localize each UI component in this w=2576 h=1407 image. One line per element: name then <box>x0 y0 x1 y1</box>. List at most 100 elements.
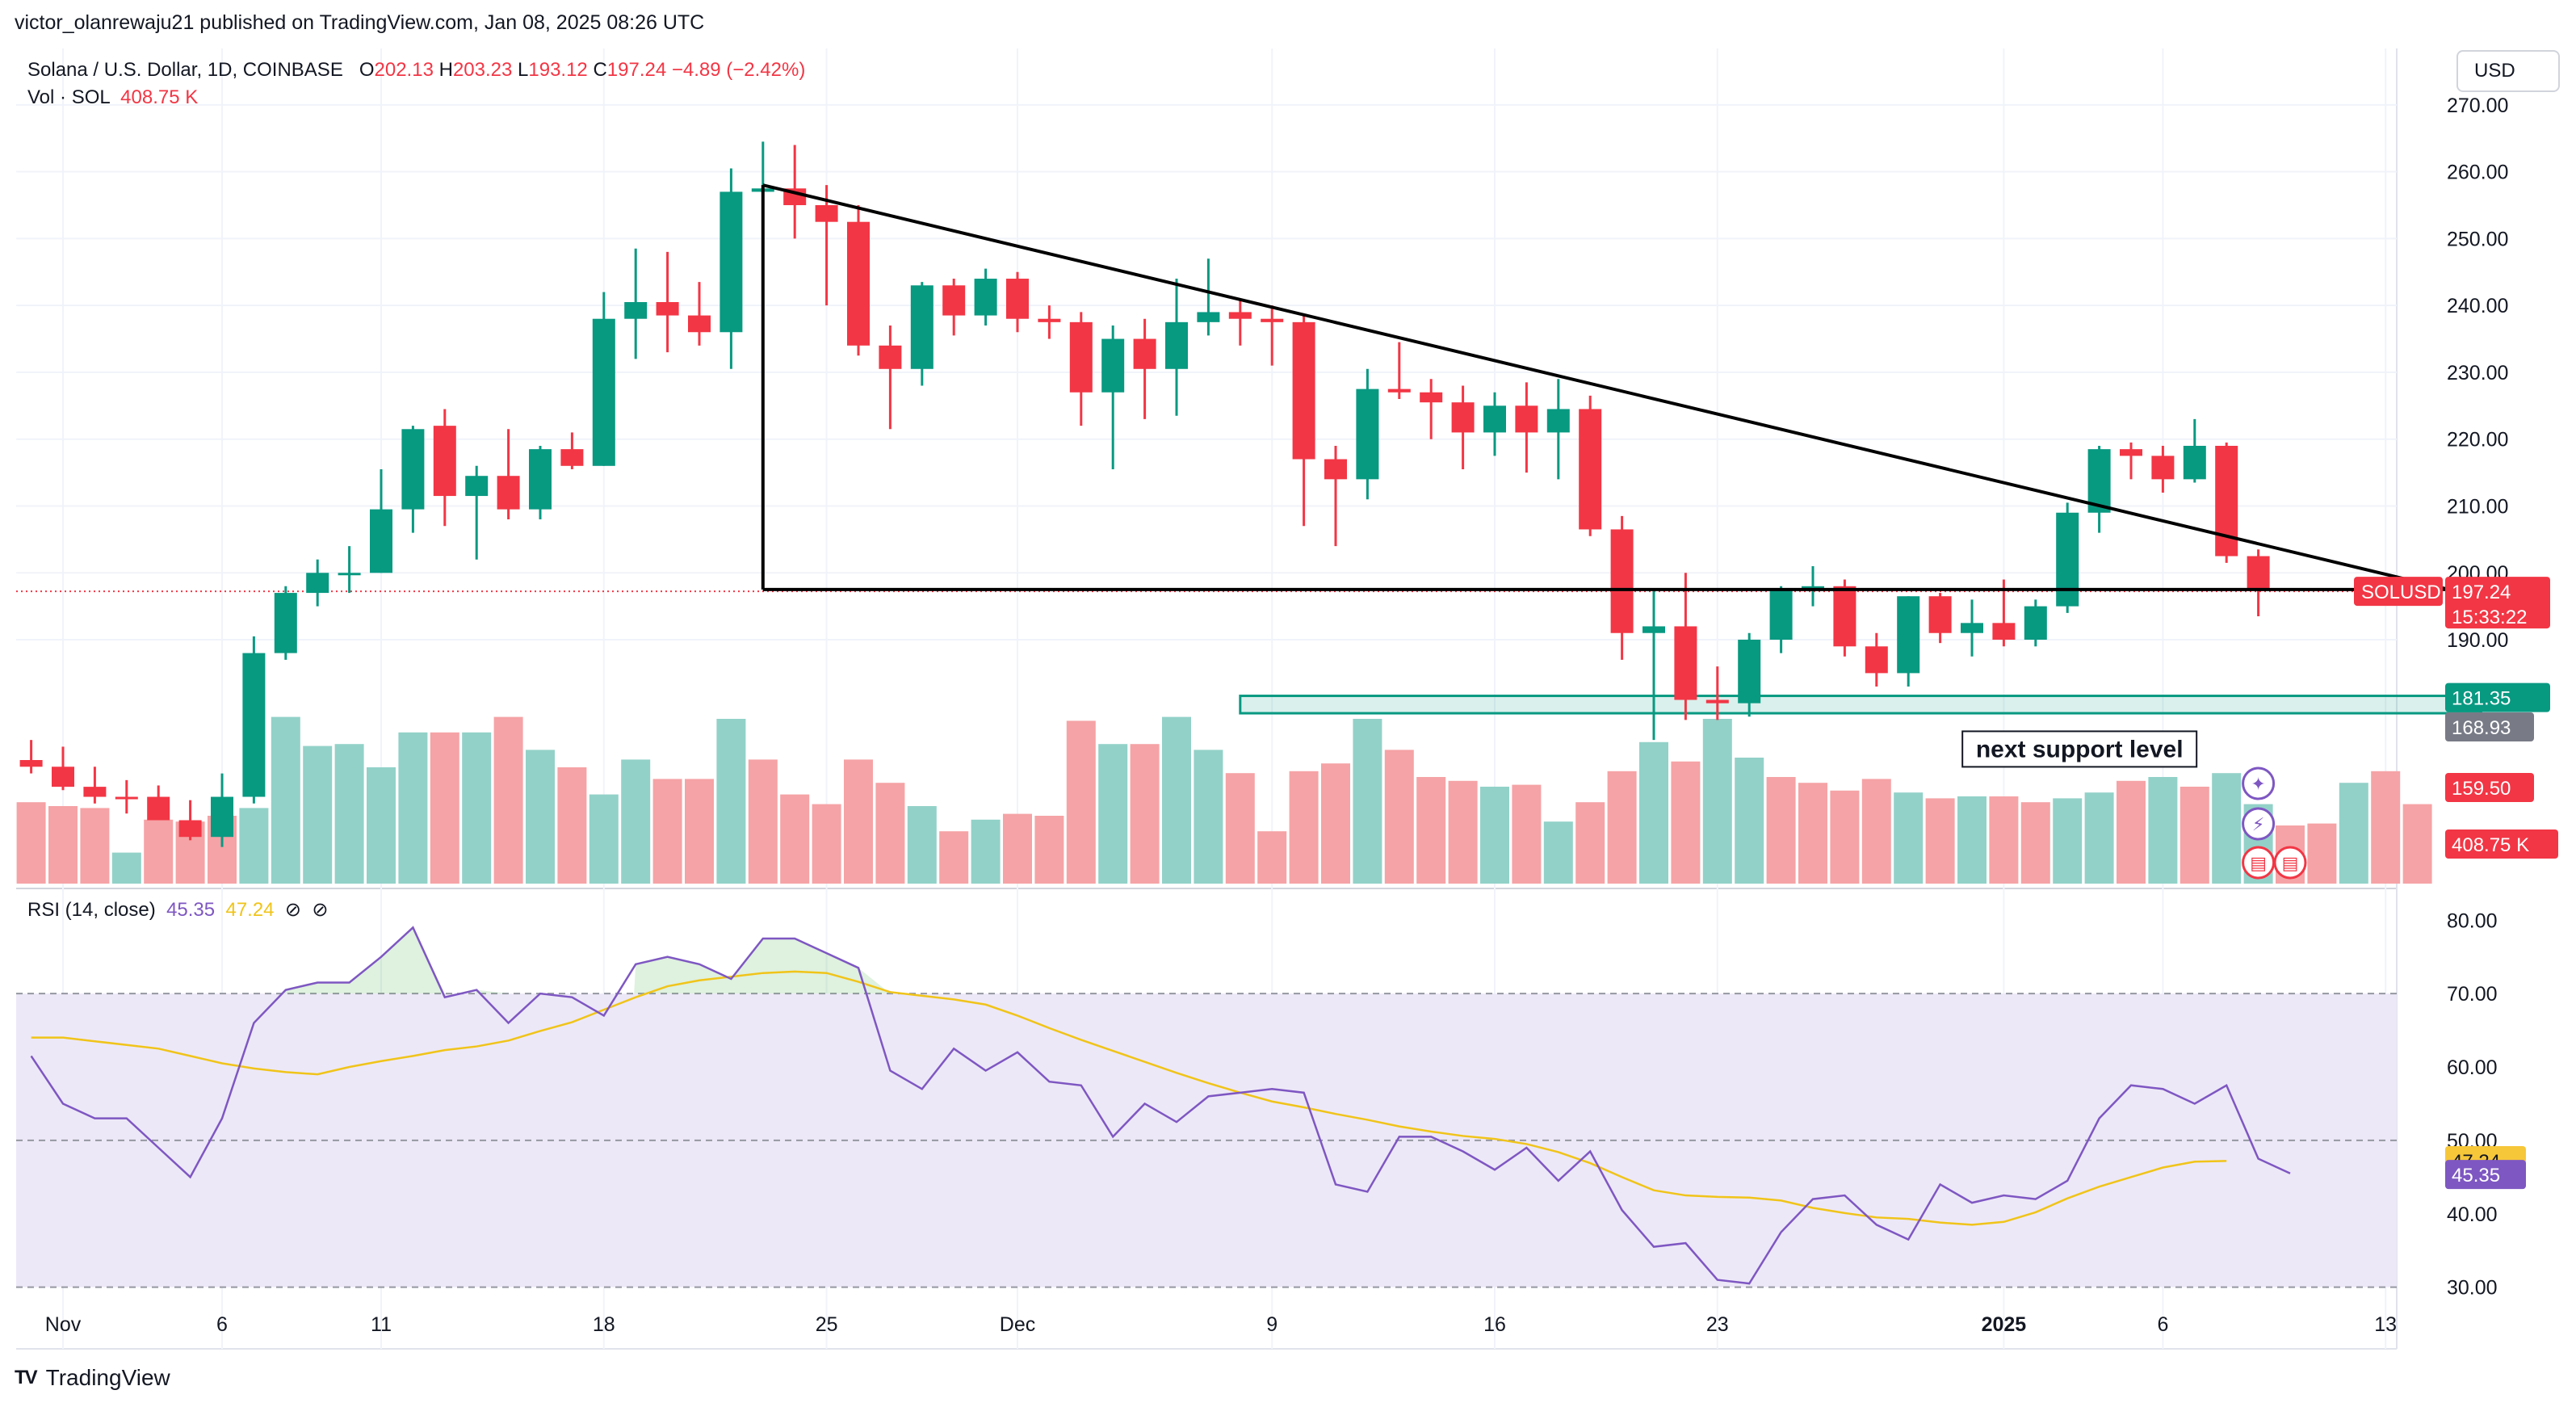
candle-body-down <box>656 302 679 316</box>
volume-bar <box>1671 761 1701 884</box>
symbol-legend: Solana / U.S. Dollar, 1D, COINBASE O202.… <box>27 57 805 111</box>
candle-body-down <box>1928 596 1952 633</box>
volume-bar <box>1448 780 1478 884</box>
candle-body-down <box>433 426 456 497</box>
candle-body-up <box>1802 586 1824 590</box>
volume-bar <box>1353 719 1382 884</box>
event-markers[interactable]: ✦ ⚡ ▤ ▤ <box>2242 766 2307 880</box>
candle-body-up <box>1101 338 1125 393</box>
candle-body-up <box>974 279 997 316</box>
volume-bar <box>239 808 269 884</box>
event-marker-icon <box>2242 766 2276 800</box>
candle-body-down <box>2151 456 2175 480</box>
volume-bar <box>621 759 651 884</box>
rsi-ma-line <box>31 970 2227 1226</box>
candle-body-down <box>1006 279 1029 319</box>
volume-bar <box>2339 783 2368 884</box>
candle-body-down <box>83 787 107 797</box>
volume-bar <box>271 716 300 884</box>
currency-label: USD <box>2474 60 2515 82</box>
dividend-marker-icon <box>2242 807 2276 841</box>
chart-drawings-front[interactable]: next support level <box>761 183 2450 768</box>
candle-body-down <box>847 221 870 346</box>
candle-body-up <box>2056 512 2079 607</box>
candle-body-down <box>1610 529 1634 633</box>
candle-body-down <box>942 285 966 316</box>
candle-body-up <box>1738 640 1761 704</box>
volume-bar <box>2020 802 2050 884</box>
time-tick-label: 23 <box>1706 1313 1729 1336</box>
hide-icon[interactable]: ⊘ <box>312 899 329 921</box>
symbol-title[interactable]: Solana / U.S. Dollar, 1D, COINBASE <box>27 59 343 81</box>
chart-drawings[interactable] <box>16 590 2482 715</box>
candle-body-down <box>115 796 138 800</box>
candle-body-up <box>2024 606 2047 640</box>
volume-bar <box>303 746 333 884</box>
time-tick-label: 6 <box>2157 1313 2168 1336</box>
low-value: 193.12 <box>528 59 588 81</box>
candle-body-up <box>1356 388 1379 480</box>
hide-icon[interactable]: ⊘ <box>284 899 301 921</box>
candle-body-down <box>1387 388 1411 393</box>
volume-bar <box>1798 783 1827 884</box>
volume-bar <box>1512 784 1542 884</box>
volume-bar <box>398 732 428 884</box>
volume-bar <box>716 719 746 884</box>
candle-body-down <box>1228 312 1252 319</box>
time-tick-label: Dec <box>1000 1313 1035 1336</box>
volume-bar <box>526 750 555 884</box>
candle-body-down <box>1865 646 1888 674</box>
publisher-line: victor_olanrewaju21 published on Trading… <box>15 11 705 34</box>
candle-body-up <box>2183 445 2206 480</box>
candle-body-down <box>1038 318 1061 322</box>
volume-bar <box>1416 777 1446 884</box>
candle-body-up <box>1961 623 1983 633</box>
candle-body-down <box>879 345 902 369</box>
open-value: 202.13 <box>374 59 434 81</box>
candle-body-up <box>1546 409 1570 433</box>
volume-bar <box>652 779 682 884</box>
candle-body-down <box>178 820 202 838</box>
currency-selector[interactable]: USD <box>2456 50 2560 92</box>
time-tick-label: 2025 <box>1982 1313 2027 1336</box>
tradingview-logo-icon: TV <box>15 1367 38 1388</box>
time-tick-label: 13 <box>2374 1313 2397 1336</box>
volume-bar <box>1989 796 2019 884</box>
rsi-label[interactable]: RSI (14, close) <box>27 899 156 921</box>
candle-body-down <box>19 760 43 767</box>
price-tick-label: 260.00 <box>2447 162 2508 184</box>
open-label: O <box>359 59 375 81</box>
volume-bar <box>589 794 619 884</box>
volume-bar <box>2117 780 2146 884</box>
candle-body-down <box>1420 392 1443 403</box>
event-marker-icon-glyph: ✦ <box>2251 775 2265 795</box>
candle-body-down <box>1292 321 1315 460</box>
candle-body-down <box>2247 556 2270 590</box>
time-axis[interactable]: Nov 6 11 18 25 Dec 9 16 23 2025 6 13 <box>45 1313 2397 1336</box>
volume-bar <box>334 744 364 884</box>
rsi-tick-label: 40.00 <box>2447 1203 2498 1226</box>
symbol-tag-bg <box>2354 577 2443 607</box>
candle-body-down <box>688 315 711 333</box>
volume-bar <box>1066 720 1096 884</box>
rsi-tick-label: 70.00 <box>2447 983 2498 1006</box>
volume-bar <box>2053 798 2083 884</box>
candle-body-up <box>370 509 392 573</box>
volume-bar <box>2180 787 2209 884</box>
price-axis[interactable]: 190.00200.00210.00220.00230.00240.00250.… <box>2447 94 2508 1300</box>
dividend-marker-icon-glyph: ⚡ <box>2252 815 2264 835</box>
volume-bar <box>1543 821 1573 884</box>
price-tags: SOLUSD 197.24 15:33:22 181.35 168.93 159.50 40… <box>2354 577 2558 1190</box>
candle-body-down <box>1992 623 2016 640</box>
rsi-value: 45.35 <box>166 899 216 921</box>
candle-body-up <box>211 796 233 838</box>
candle-body-up <box>274 593 297 653</box>
candle-body-up <box>592 318 615 466</box>
volume-bar <box>430 732 459 884</box>
candle-body-down <box>560 449 584 466</box>
price-tick-label: 250.00 <box>2447 228 2508 250</box>
volume-bar <box>844 759 873 884</box>
volume-label[interactable]: Vol · SOL <box>27 86 110 108</box>
rsi-tick-label: 80.00 <box>2447 909 2498 932</box>
